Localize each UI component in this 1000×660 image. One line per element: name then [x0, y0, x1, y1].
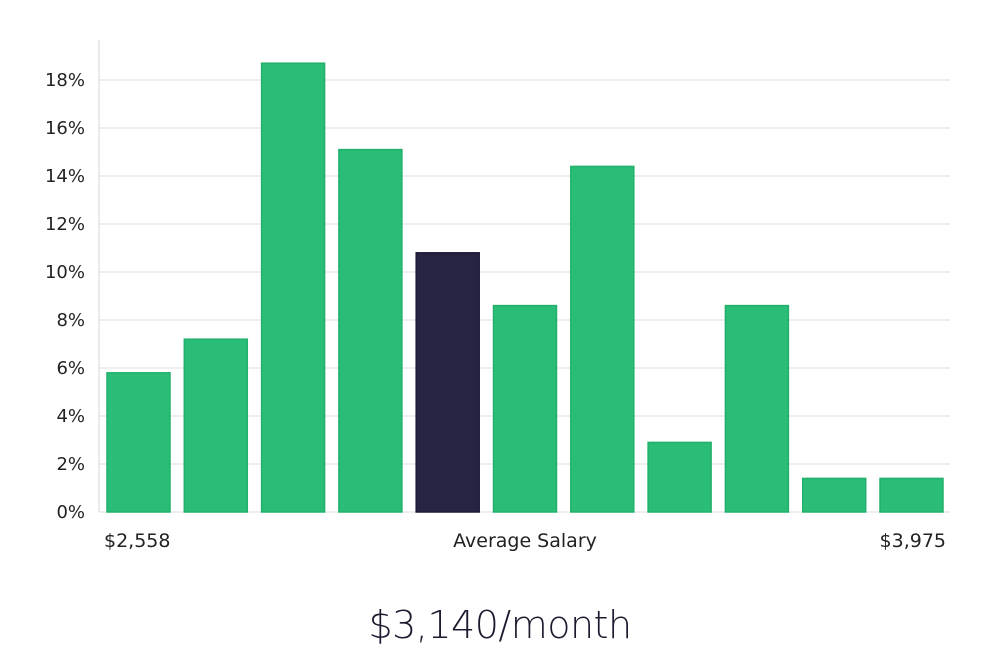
salary-histogram: 0% 2% 4% 6% 8% 10% 12% 14% 16% 18% $2,558 Average… [45, 40, 950, 552]
bar [724, 304, 790, 513]
y-tick-label: 6% [56, 358, 85, 379]
bar [106, 372, 171, 513]
bar [879, 477, 944, 513]
x-min-label: $2,558 [104, 530, 170, 552]
y-tick-label: 2% [56, 454, 85, 475]
x-axis-label: Average Salary [453, 530, 597, 552]
y-tick-label: 10% [45, 262, 85, 283]
y-tick-label: 16% [45, 118, 85, 139]
bar [570, 165, 635, 513]
y-axis-ticks: 0% 2% 4% 6% 8% 10% 12% 14% 16% 18% [45, 70, 85, 523]
bar-highlighted [415, 252, 480, 513]
y-tick-label: 18% [45, 70, 85, 91]
bar [183, 338, 249, 513]
bars [106, 62, 944, 513]
bar [492, 304, 558, 513]
bar [260, 62, 326, 513]
x-max-label: $3,975 [880, 530, 946, 552]
y-tick-label: 4% [56, 406, 85, 427]
bar [647, 441, 712, 513]
y-tick-label: 12% [45, 214, 85, 235]
y-tick-label: 8% [56, 310, 85, 331]
bar [801, 477, 867, 513]
average-salary-headline: $3,140/month [368, 603, 632, 647]
y-tick-label: 0% [56, 502, 85, 523]
bar [338, 148, 403, 513]
y-tick-label: 14% [45, 166, 85, 187]
